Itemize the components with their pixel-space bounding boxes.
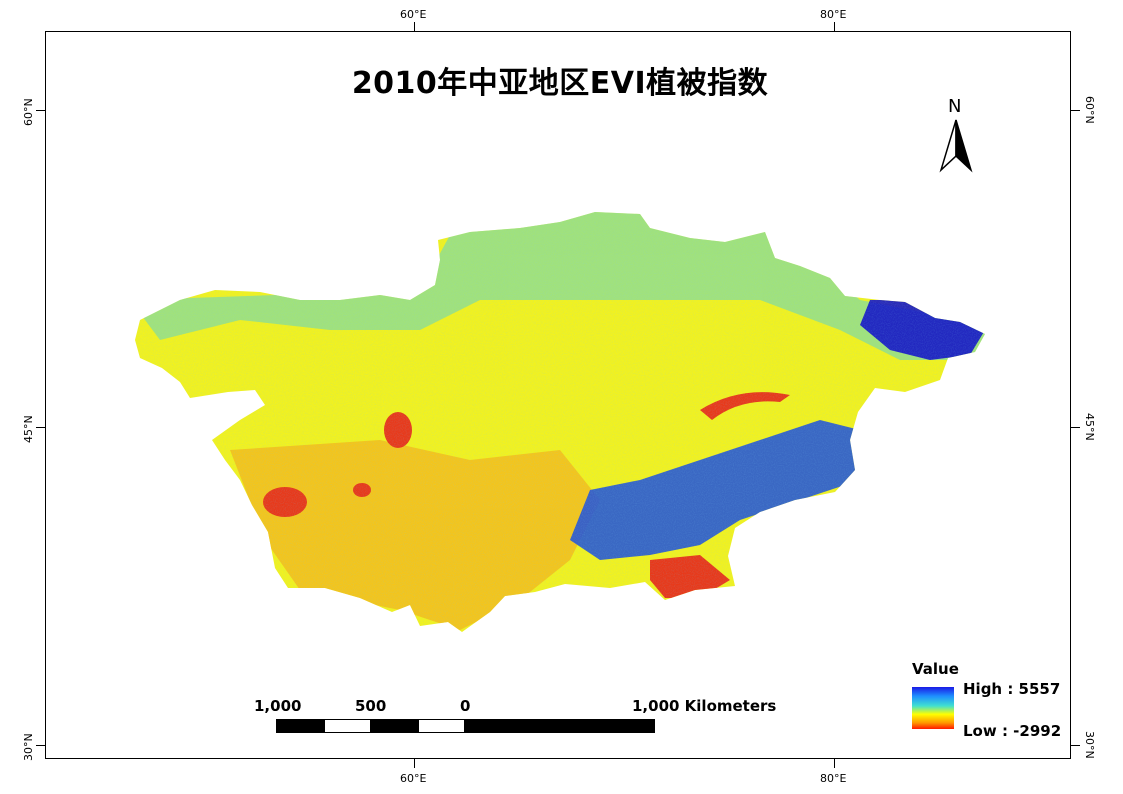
label-top-60e: 60°E (400, 8, 427, 21)
tick-left-60n (36, 110, 45, 111)
label-bottom-80e: 80°E (820, 772, 847, 785)
red-spot-east (868, 397, 892, 413)
map-texture (135, 212, 985, 632)
legend-low: Low : -2992 (963, 722, 1062, 740)
tick-top-60e (414, 22, 415, 31)
scale-label-1000-km: 1,000 Kilometers (632, 697, 777, 715)
tick-right-60n (1071, 110, 1080, 111)
scale-segment-2 (324, 719, 371, 733)
label-bottom-60e: 60°E (400, 772, 427, 785)
tick-bottom-80e (834, 759, 835, 768)
north-letter: N (948, 96, 962, 117)
north-arrow-icon (939, 119, 973, 173)
legend: Value High : 5557 Low : -2992 (908, 660, 1068, 740)
scale-label-0: 0 (460, 697, 471, 715)
scale-segment-3 (371, 719, 418, 733)
label-top-80e: 80°E (820, 8, 847, 21)
tick-bottom-60e (414, 759, 415, 768)
north-arrow: N (936, 96, 976, 176)
legend-high: High : 5557 (963, 680, 1061, 698)
legend-color-ramp (912, 687, 954, 729)
tick-left-45n (36, 427, 45, 428)
tick-top-80e (834, 22, 835, 31)
tick-right-30n (1071, 745, 1080, 746)
legend-title: Value (912, 660, 959, 678)
map-title: 2010年中亚地区EVI植被指数 (351, 66, 769, 101)
tick-left-30n (36, 745, 45, 746)
tick-right-45n (1071, 427, 1080, 428)
scale-segment-1 (276, 719, 324, 733)
scale-segment-5 (465, 719, 655, 733)
scale-segment-4 (418, 719, 465, 733)
scale-label-1000-left: 1,000 (254, 697, 302, 715)
map-frame (45, 31, 1071, 759)
scale-bar: 1,000 500 0 1,000 Kilometers (250, 697, 780, 742)
scale-label-500: 500 (355, 697, 387, 715)
